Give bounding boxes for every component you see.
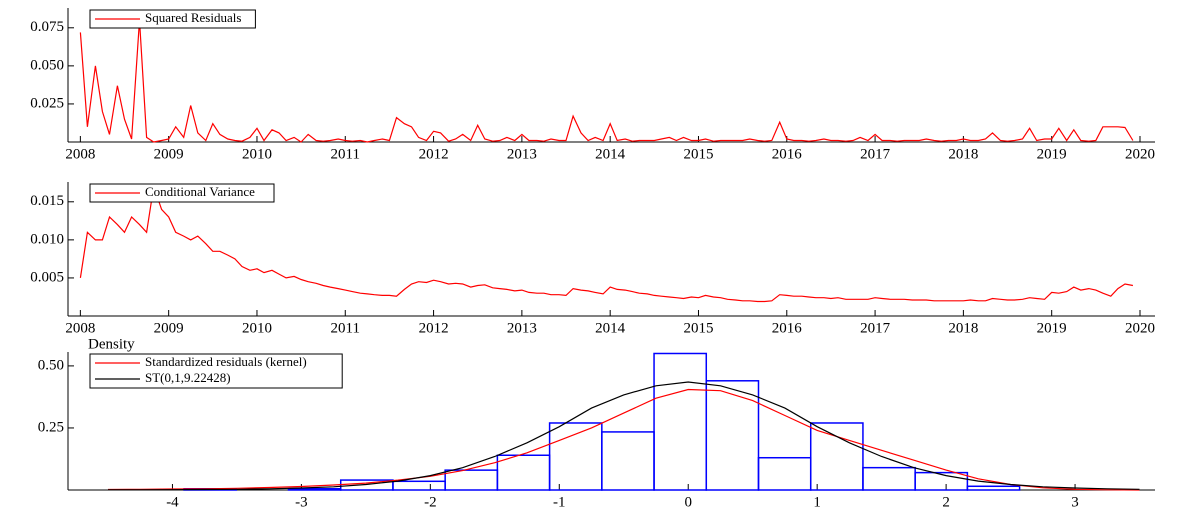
y-tick-label: 0.025 (30, 95, 64, 111)
x-tick-label: 2019 (1037, 320, 1067, 336)
x-tick-label: -2 (424, 494, 437, 510)
x-tick-label: 2018 (948, 146, 978, 162)
x-tick-label: 2012 (419, 146, 449, 162)
legend-label: Conditional Variance (145, 184, 255, 199)
series-line (79, 186, 1134, 303)
x-tick-label: 2011 (331, 146, 360, 162)
y-axis-label: Density (88, 336, 135, 352)
histogram-bar (601, 431, 655, 491)
x-tick-label: 2018 (948, 320, 978, 336)
histogram-bar (809, 422, 864, 491)
x-tick-label: 2014 (595, 320, 626, 336)
histogram-bar (705, 380, 760, 491)
series-line (79, 20, 1134, 143)
y-tick-label: 0.50 (38, 357, 64, 373)
histogram-bar (444, 469, 499, 491)
histogram-bar (392, 480, 446, 491)
x-tick-label: 2020 (1125, 146, 1155, 162)
x-tick-label: 3 (1071, 494, 1079, 510)
x-tick-label: 2008 (65, 146, 95, 162)
histogram-bar (548, 422, 603, 491)
series-line (107, 388, 1140, 491)
y-tick-label: 0.050 (30, 57, 64, 73)
x-tick-label: 2008 (65, 320, 95, 336)
x-tick-label: 2011 (331, 320, 360, 336)
x-tick-label: 2012 (419, 320, 449, 336)
y-tick-label: 0.005 (30, 269, 64, 285)
x-tick-label: 2010 (242, 146, 272, 162)
x-tick-label: 2015 (683, 320, 713, 336)
x-tick-label: 2019 (1037, 146, 1067, 162)
x-tick-label: 2009 (154, 320, 184, 336)
x-tick-label: 2017 (860, 146, 891, 162)
histogram-bar (862, 466, 916, 491)
x-tick-label: -1 (553, 494, 566, 510)
histogram-bar (757, 456, 812, 491)
x-tick-label: -4 (166, 494, 179, 510)
legend-box (89, 353, 343, 389)
x-tick-label: 2010 (242, 320, 272, 336)
legend-label: ST(0,1,9.22428) (145, 370, 231, 385)
y-tick-label: 0.25 (38, 419, 64, 435)
x-tick-label: 2013 (507, 146, 537, 162)
series-line (107, 381, 1140, 491)
x-tick-label: 2016 (772, 146, 803, 162)
x-tick-label: 2009 (154, 146, 184, 162)
x-tick-label: 2 (942, 494, 950, 510)
x-tick-label: 2020 (1125, 320, 1155, 336)
legend-box (89, 183, 275, 203)
x-tick-label: 2017 (860, 320, 891, 336)
y-tick-label: 0.075 (30, 19, 64, 35)
x-tick-label: 2015 (683, 146, 713, 162)
x-tick-label: 2013 (507, 320, 537, 336)
y-tick-label: 0.015 (30, 193, 64, 209)
x-tick-label: 2016 (772, 320, 803, 336)
histogram-bar (496, 454, 551, 491)
legend-label: Standardized residuals (kernel) (145, 354, 307, 369)
histogram-bar (653, 352, 708, 491)
y-tick-label: 0.010 (30, 231, 64, 247)
legend-box (89, 9, 256, 29)
histogram-bar (914, 471, 969, 491)
x-tick-label: -3 (295, 494, 308, 510)
x-tick-label: 0 (684, 494, 692, 510)
histogram-bar (287, 488, 342, 491)
legend-label: Squared Residuals (145, 10, 241, 25)
x-tick-label: 2014 (595, 146, 626, 162)
x-tick-label: 1 (813, 494, 821, 510)
histogram-bar (966, 485, 1021, 491)
